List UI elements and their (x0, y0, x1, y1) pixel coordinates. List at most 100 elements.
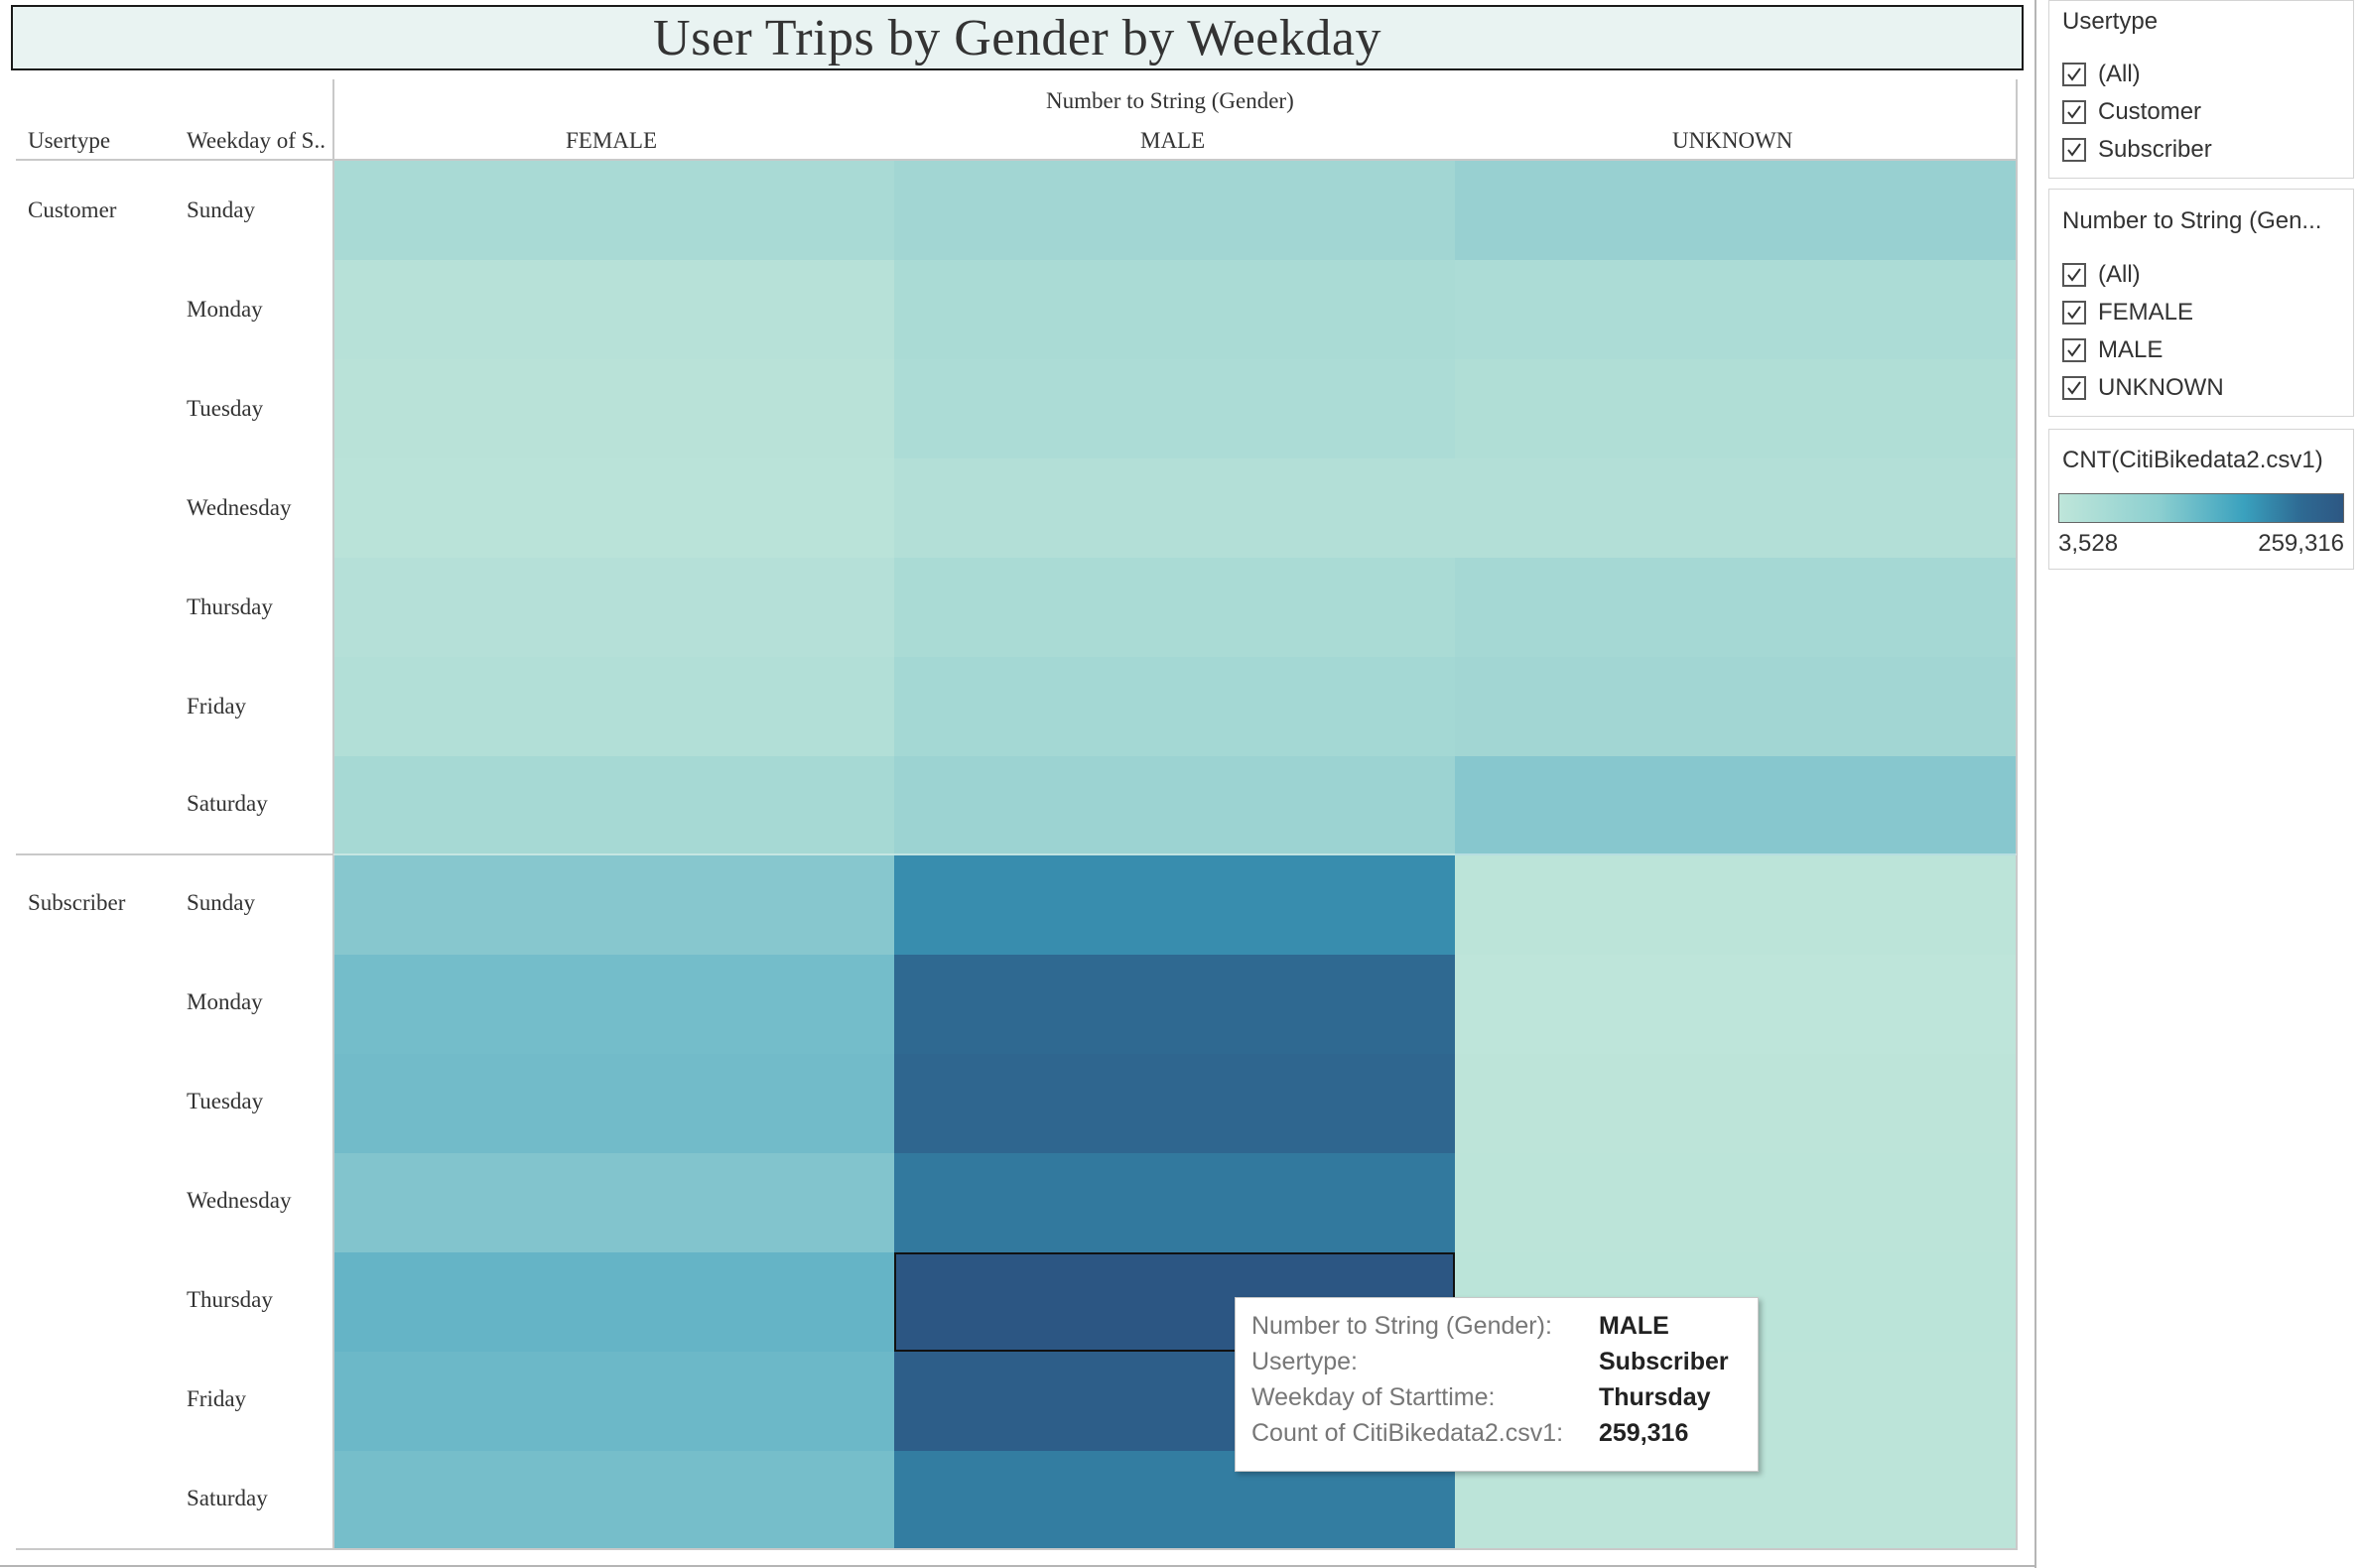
dashboard-border (2034, 0, 2036, 1568)
heatmap-cell-subscriber-tuesday-female[interactable] (333, 1054, 894, 1153)
weekday-label: Sunday (187, 197, 255, 222)
filter-option-label: Subscriber (2098, 136, 2212, 163)
heatmap-cell-customer-wednesday-male[interactable] (894, 458, 1455, 558)
tooltip-key: Usertype: (1251, 1348, 1358, 1375)
row-label-customer: Customer (28, 197, 117, 222)
weekday-label: Tuesday (187, 396, 264, 421)
heatmap-cell-customer-sunday-male[interactable] (894, 161, 1455, 260)
checkbox-checked-icon[interactable] (2062, 100, 2086, 124)
tooltip-key: Number to String (Gender): (1251, 1312, 1552, 1340)
color-legend-title: CNT(CitiBikedata2.csv1) (2062, 447, 2323, 473)
heatmap-cell-subscriber-wednesday-female[interactable] (333, 1153, 894, 1252)
row-label-subscriber: Subscriber (28, 890, 126, 915)
heatmap-cell-subscriber-thursday-female[interactable] (333, 1252, 894, 1352)
row-header-usertype: Usertype (28, 128, 111, 153)
weekday-label: Thursday (187, 1287, 273, 1312)
heatmap-cell-subscriber-monday-female[interactable] (333, 955, 894, 1054)
heatmap-cell-subscriber-tuesday-male[interactable] (894, 1054, 1455, 1153)
heatmap-cell-customer-friday-unknown[interactable] (1455, 657, 2016, 756)
checkbox-checked-icon[interactable] (2062, 63, 2086, 86)
usertype-filter-title: Usertype (2062, 8, 2159, 35)
heatmap-cell-customer-wednesday-female[interactable] (333, 458, 894, 558)
weekday-label: Wednesday (187, 495, 292, 520)
tooltip-key: Count of CitiBikedata2.csv1: (1251, 1419, 1564, 1447)
color-legend-max: 259,316 (2258, 530, 2344, 557)
color-legend-gradient (2058, 493, 2344, 523)
filter-option-customer[interactable]: Customer (2062, 96, 2201, 128)
heatmap-cell-customer-tuesday-female[interactable] (333, 359, 894, 458)
color-legend-min: 3,528 (2058, 530, 2119, 557)
heatmap-cell-customer-saturday-male[interactable] (894, 756, 1455, 855)
heatmap-cell-subscriber-sunday-female[interactable] (333, 855, 894, 955)
weekday-label: Tuesday (187, 1089, 264, 1113)
heatmap-cell-customer-sunday-unknown[interactable] (1455, 161, 2016, 260)
weekday-label: Saturday (187, 1486, 268, 1510)
heatmap-cell-subscriber-friday-female[interactable] (333, 1352, 894, 1451)
gender-filter-title: Number to String (Gen... (2062, 207, 2322, 234)
column-header-female: FEMALE (566, 128, 657, 153)
heatmap-cell-subscriber-wednesday-unknown[interactable] (1455, 1153, 2016, 1252)
gender-filter-panel: Number to String (Gen... (All) FEMALE MA… (2048, 189, 2354, 417)
tooltip-value: Thursday (1599, 1383, 1711, 1411)
filter-option-unknown[interactable]: UNKNOWN (2062, 372, 2224, 404)
filter-option-label: (All) (2098, 261, 2141, 288)
filter-option-subscriber[interactable]: Subscriber (2062, 134, 2212, 166)
chart-title: User Trips by Gender by Weekday (653, 9, 1381, 66)
dashboard-canvas: User Trips by Gender by Weekday Number t… (11, 5, 2024, 1550)
heatmap-cell-subscriber-wednesday-male[interactable] (894, 1153, 1455, 1252)
heatmap-cell-customer-thursday-female[interactable] (333, 558, 894, 657)
filter-option-all[interactable]: (All) (2062, 259, 2141, 291)
tooltip-value: Subscriber (1599, 1348, 1729, 1375)
tooltip-key: Weekday of Starttime: (1251, 1383, 1496, 1411)
weekday-label: Thursday (187, 594, 273, 619)
column-group-label: Number to String (Gender) (1046, 88, 1294, 113)
weekday-label: Friday (187, 694, 247, 719)
heatmap-cell-customer-saturday-female[interactable] (333, 756, 894, 855)
heatmap-cell-customer-wednesday-unknown[interactable] (1455, 458, 2016, 558)
heatmap-cell-subscriber-sunday-unknown[interactable] (1455, 855, 2016, 955)
chart-title-box: User Trips by Gender by Weekday (11, 5, 2024, 70)
filter-option-label: Customer (2098, 98, 2202, 125)
row-header-weekday: Weekday of S.. (187, 128, 326, 153)
heatmap-cell-subscriber-saturday-female[interactable] (333, 1451, 894, 1550)
tooltip-value: 259,316 (1599, 1419, 1689, 1447)
weekday-label: Sunday (187, 890, 255, 915)
heatmap-cell-customer-thursday-unknown[interactable] (1455, 558, 2016, 657)
heatmap-cell-customer-monday-female[interactable] (333, 260, 894, 359)
filter-option-female[interactable]: FEMALE (2062, 297, 2193, 328)
heatmap-cell-subscriber-monday-male[interactable] (894, 955, 1455, 1054)
heatmap-cell-customer-saturday-unknown[interactable] (1455, 756, 2016, 855)
column-header-unknown: UNKNOWN (1672, 128, 1793, 153)
heatmap-cell-customer-friday-male[interactable] (894, 657, 1455, 756)
heatmap-cell-customer-tuesday-unknown[interactable] (1455, 359, 2016, 458)
heatmap-cell-subscriber-tuesday-unknown[interactable] (1455, 1054, 2016, 1153)
heatmap-cell-customer-friday-female[interactable] (333, 657, 894, 756)
filter-option-label: FEMALE (2098, 299, 2194, 326)
checkbox-checked-icon[interactable] (2062, 263, 2086, 287)
heatmap-cell-customer-monday-male[interactable] (894, 260, 1455, 359)
filter-option-label: MALE (2098, 336, 2164, 363)
weekday-label: Monday (187, 297, 263, 322)
filter-option-label: (All) (2098, 61, 2141, 87)
checkbox-checked-icon[interactable] (2062, 338, 2086, 362)
checkbox-checked-icon[interactable] (2062, 376, 2086, 400)
filter-option-male[interactable]: MALE (2062, 334, 2163, 366)
filter-option-all[interactable]: (All) (2062, 59, 2141, 90)
heatmap-cell-customer-thursday-male[interactable] (894, 558, 1455, 657)
heatmap-cell-customer-tuesday-male[interactable] (894, 359, 1455, 458)
checkbox-checked-icon[interactable] (2062, 301, 2086, 325)
heatmap-cell-customer-sunday-female[interactable] (333, 161, 894, 260)
color-legend-panel: CNT(CitiBikedata2.csv1) 3,528 259,316 (2048, 429, 2354, 570)
weekday-label: Friday (187, 1386, 247, 1411)
tooltip-value: MALE (1599, 1312, 1669, 1340)
cell-tooltip: Number to String (Gender): MALE Usertype… (1235, 1297, 1759, 1472)
heatmap-cell-subscriber-sunday-male[interactable] (894, 855, 1455, 955)
dashboard-border (0, 1565, 2036, 1567)
heatmap-cell-customer-monday-unknown[interactable] (1455, 260, 2016, 359)
weekday-label: Monday (187, 989, 263, 1014)
checkbox-checked-icon[interactable] (2062, 138, 2086, 162)
weekday-label: Saturday (187, 791, 268, 816)
usertype-filter-panel: Usertype (All) Customer Subscriber (2048, 0, 2354, 179)
column-header-male: MALE (1140, 128, 1206, 153)
heatmap-cell-subscriber-monday-unknown[interactable] (1455, 955, 2016, 1054)
